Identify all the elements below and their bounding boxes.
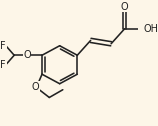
Text: O: O — [121, 2, 128, 12]
Text: F: F — [0, 41, 6, 51]
Text: F: F — [0, 60, 6, 70]
Text: O: O — [32, 82, 40, 92]
Text: O: O — [23, 50, 31, 60]
Text: OH: OH — [143, 24, 158, 34]
